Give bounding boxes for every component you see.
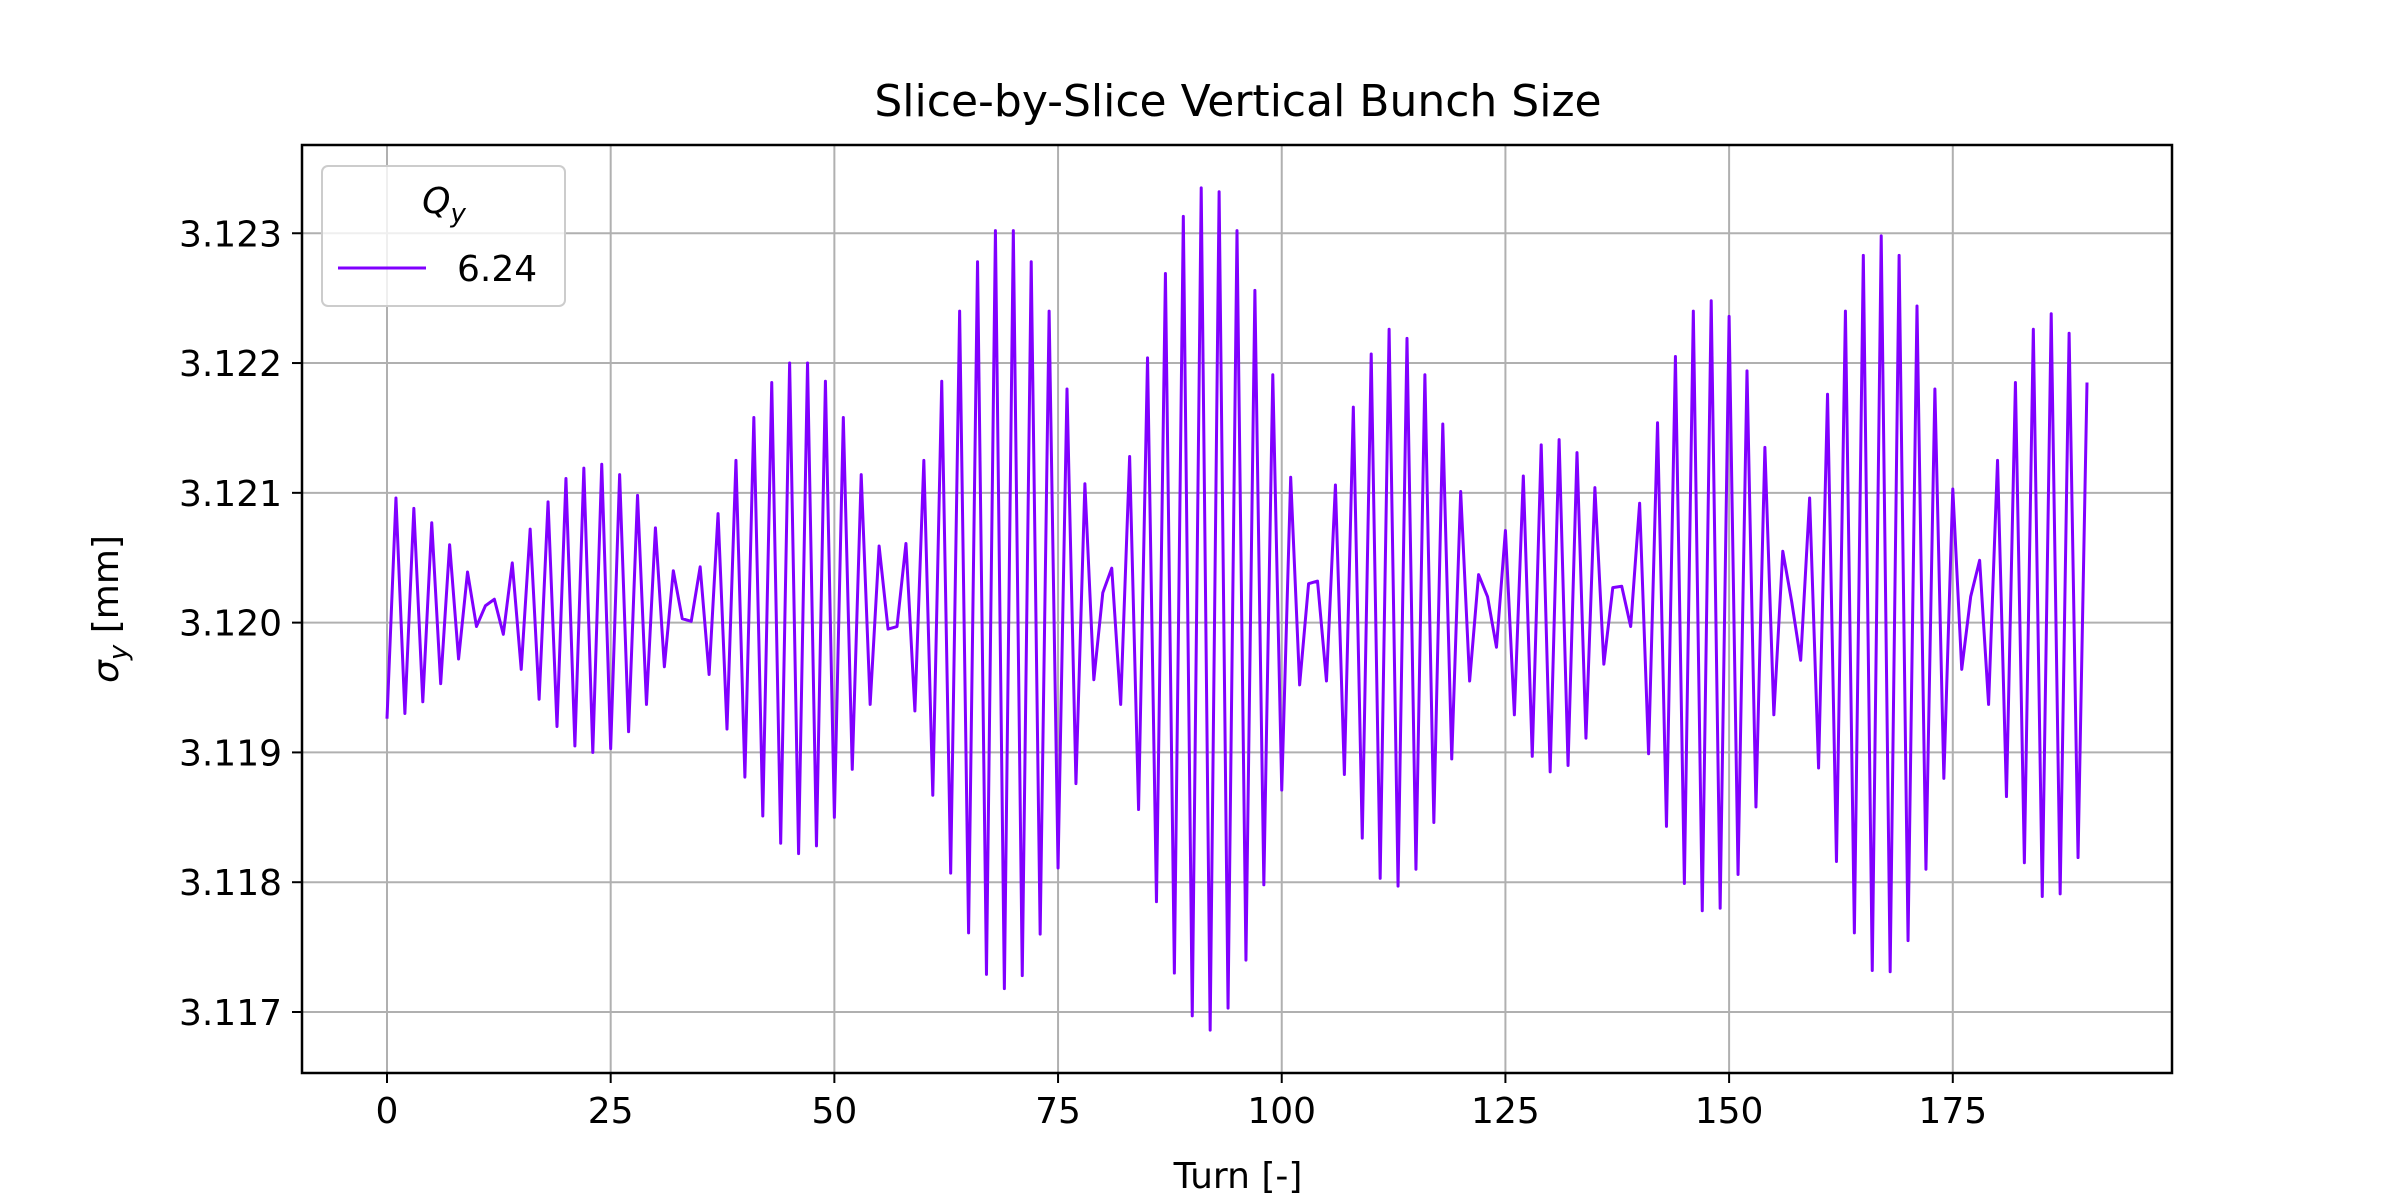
y-tick-label: 3.120 [179, 604, 282, 645]
y-axis: 3.117 3.118 3.119 3.120 3.121 3.122 3.123 [179, 214, 302, 1034]
legend-title: Qy [422, 181, 466, 229]
x-tick-label: 0 [376, 1091, 399, 1132]
plot-frame [300, 143, 2174, 1075]
legend-title-subscript: y [449, 199, 466, 229]
series-layer [385, 186, 2089, 1032]
y-tick-label: 3.119 [179, 733, 282, 774]
x-tick-label: 150 [1695, 1091, 1764, 1132]
x-tick-label: 50 [811, 1091, 857, 1132]
y-tick-label: 3.123 [179, 214, 282, 255]
chart-title: Slice-by-Slice Vertical Bunch Size [874, 76, 1601, 127]
legend-title-symbol: Q [422, 181, 450, 222]
y-axis-label-unit: [mm] [86, 535, 127, 645]
x-tick-label: 25 [588, 1091, 634, 1132]
x-tick-label: 175 [1918, 1091, 1987, 1132]
x-tick-label: 75 [1035, 1091, 1081, 1132]
x-tick-label: 125 [1471, 1091, 1540, 1132]
y-axis-label-subscript: y [104, 644, 134, 661]
x-tick-label: 100 [1247, 1091, 1316, 1132]
y-axis-label-symbol: σ [86, 659, 127, 683]
y-tick-label: 3.122 [179, 344, 282, 385]
legend-box [321, 165, 566, 307]
x-axis: 0 25 50 75 100 125 150 175 [376, 1073, 1987, 1132]
y-tick-label: 3.121 [179, 474, 282, 515]
x-axis-label: Turn [-] [1173, 1156, 1303, 1197]
series-line-1 [385, 186, 2089, 1032]
y-tick-label: 3.117 [179, 993, 282, 1034]
legend-label-series-1: 6.24 [457, 249, 537, 290]
y-tick-label: 3.118 [179, 863, 282, 904]
y-axis-label: σy [mm] [86, 535, 134, 683]
legend: Qy 6.24 [321, 165, 566, 307]
